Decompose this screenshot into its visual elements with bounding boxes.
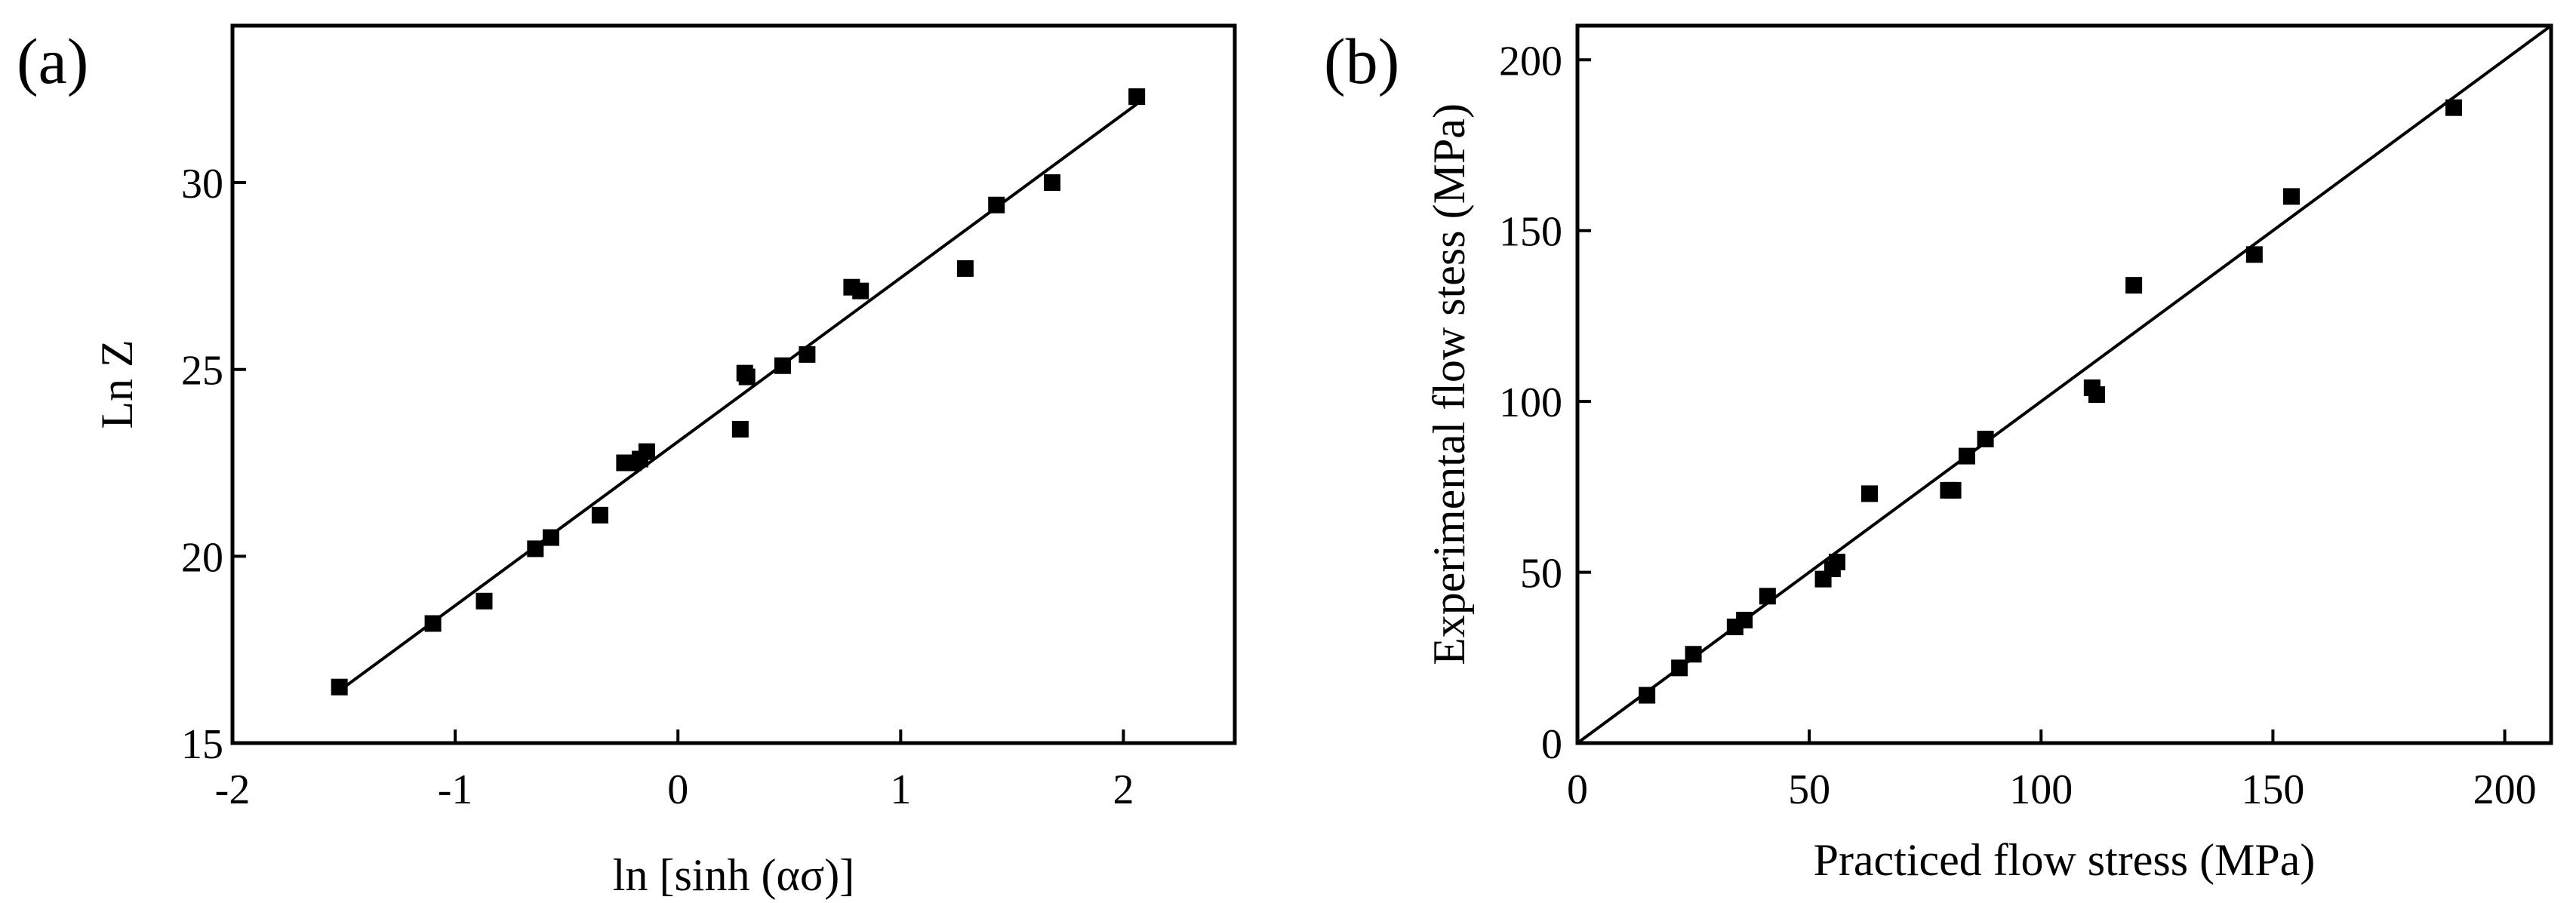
data-point — [2245, 246, 2263, 263]
data-point — [1685, 646, 1702, 663]
data-point — [2283, 188, 2300, 205]
y-tick-label: 200 — [1499, 38, 1562, 84]
data-point — [1829, 553, 1845, 570]
data-point — [2088, 386, 2105, 404]
data-point — [1128, 88, 1146, 106]
data-point — [475, 592, 493, 610]
y-axis-title: Experimental flow stess (MPa) — [1424, 103, 1474, 665]
panel-b-chart: 0 50 100 150 200 0 50 100 150 200 Practiced flow s… — [1324, 23, 2553, 885]
x-tick-label: 0 — [1567, 766, 1588, 813]
fit-line — [1577, 26, 2551, 743]
y-tick-label: 100 — [1499, 379, 1562, 426]
data-point — [1759, 588, 1776, 605]
plot-frame — [230, 23, 1237, 745]
x-tick-label: -1 — [438, 766, 473, 813]
data-point — [638, 443, 655, 460]
data-point — [2445, 99, 2462, 116]
data-point — [956, 260, 974, 277]
data-point — [527, 540, 544, 557]
data-point — [331, 678, 348, 696]
data-point — [1639, 686, 1656, 704]
data-point — [1861, 485, 1878, 502]
x-tick-label: 1 — [890, 766, 911, 813]
y-tick-label: 20 — [181, 534, 223, 581]
x-axis-title: Practiced flow stress (MPa) — [1814, 835, 2316, 885]
x-tick-label: 100 — [2009, 766, 2073, 813]
panel-label: (b) — [1324, 25, 1399, 97]
x-tick-label: 50 — [1788, 766, 1830, 813]
y-tick-label: 30 — [181, 161, 223, 207]
x-tick-label: 0 — [667, 766, 688, 813]
data-point — [731, 420, 749, 438]
data-point — [2125, 277, 2143, 294]
data-point — [1671, 659, 1688, 677]
data-point — [1977, 430, 1994, 447]
plot-frame — [1575, 23, 2553, 745]
y-tick-label: 15 — [181, 721, 223, 768]
data-point — [799, 346, 816, 363]
panel-label: (a) — [17, 25, 88, 97]
data-point — [424, 615, 442, 632]
y-tick-label: 150 — [1499, 209, 1562, 256]
data-point — [1044, 174, 1061, 192]
data-point — [591, 506, 608, 524]
data-point — [1959, 447, 1975, 465]
x-tick-label: -2 — [215, 766, 251, 813]
fit-line — [338, 103, 1138, 693]
data-point — [543, 529, 560, 546]
x-tick-label: 200 — [2473, 766, 2537, 813]
y-tick-label: 25 — [181, 348, 223, 395]
data-point — [1736, 611, 1753, 628]
y-tick-label: 0 — [1541, 721, 1562, 768]
data-point — [774, 357, 791, 374]
panel-a-chart: -2 -1 0 1 2 15 20 25 30 ln [sinh (ασ)] Ln Z (a) — [17, 23, 1237, 900]
data-point — [852, 282, 869, 299]
x-tick-label: 150 — [2241, 766, 2304, 813]
data-point — [988, 196, 1005, 213]
y-axis-title: Ln Z — [92, 339, 142, 428]
x-axis-title: ln [sinh (ασ)] — [613, 850, 854, 900]
data-point — [738, 368, 756, 385]
x-tick-label: 2 — [1113, 766, 1134, 813]
data-point — [1944, 481, 1962, 499]
y-tick-label: 50 — [1520, 551, 1562, 597]
